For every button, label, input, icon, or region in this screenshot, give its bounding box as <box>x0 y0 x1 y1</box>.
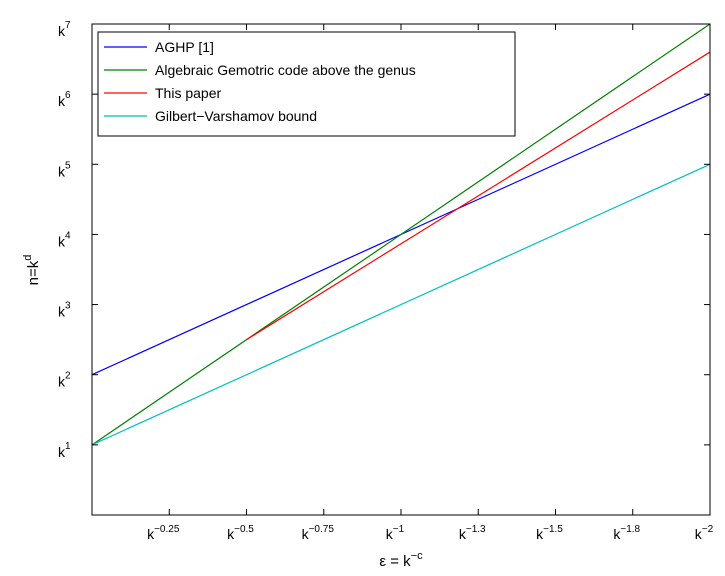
x-tick-label-base-1: k <box>227 526 235 542</box>
legend-label-0: AGHP [1] <box>155 39 214 55</box>
y-tick-label-3: k4 <box>58 230 71 249</box>
x-tick-label-7: k−2 <box>695 524 714 542</box>
y-tick-label-exp-3: 4 <box>65 230 71 241</box>
x-axis-title-base: ε = k <box>379 553 411 570</box>
legend-label-2: This paper <box>155 85 221 101</box>
y-tick-label-base-6: k <box>58 23 66 39</box>
y-tick-label-base-0: k <box>58 444 66 460</box>
x-tick-label-exp-2: −0.75 <box>309 524 335 535</box>
x-tick-label-exp-0: −0.25 <box>154 524 180 535</box>
y-tick-label-0: k1 <box>58 441 71 460</box>
y-tick-label-exp-6: 7 <box>65 20 71 31</box>
series-line-3 <box>91 163 711 446</box>
x-tick-label-0: k−0.25 <box>147 524 180 542</box>
x-tick-label-exp-7: −2 <box>702 524 714 535</box>
x-tick-label-base-7: k <box>695 526 703 542</box>
y-tick-label-exp-4: 5 <box>65 160 71 171</box>
x-tick-label-6: k−1.8 <box>613 524 640 542</box>
y-tick-label-base-3: k <box>58 233 66 249</box>
y-tick-label-exp-5: 6 <box>65 90 71 101</box>
x-tick-label-2: k−0.75 <box>302 524 335 542</box>
legend-box <box>97 31 516 137</box>
x-tick-label-exp-6: −1.8 <box>620 524 640 535</box>
x-tick-label-exp-5: −1.5 <box>543 524 563 535</box>
y-axis-title: n=kd <box>22 255 42 286</box>
y-tick-label-base-5: k <box>58 93 66 109</box>
x-tick-label-base-6: k <box>613 526 621 542</box>
x-tick-label-exp-3: −1 <box>393 524 405 535</box>
y-tick-label-5: k6 <box>58 90 71 109</box>
y-tick-label-4: k5 <box>58 160 71 179</box>
y-tick-label-base-1: k <box>58 374 66 390</box>
x-tick-label-base-4: k <box>459 526 467 542</box>
x-tick-label-base-2: k <box>302 526 310 542</box>
series-line-1 <box>91 23 711 446</box>
series-layer <box>91 23 711 446</box>
y-tick-label-exp-2: 3 <box>65 301 71 312</box>
x-tick-label-exp-4: −1.3 <box>466 524 486 535</box>
x-axis-title-exp: −c <box>411 550 423 562</box>
x-tick-label-base-5: k <box>536 526 544 542</box>
x-tick-label-5: k−1.5 <box>536 524 563 542</box>
legend: AGHP [1] Algebraic Gemotric code above th… <box>97 31 516 137</box>
x-axis-title: ε = k−c <box>379 550 423 570</box>
y-tick-label-exp-1: 2 <box>65 371 71 382</box>
legend-label-3: Gilbert−Varshamov bound <box>155 108 317 124</box>
x-axis-ticks: k−0.25 k−0.5 k−0.75 k−1 k−1.3 k−1.5 k−1.8 k−2 <box>147 24 714 542</box>
x-tick-label-4: k−1.3 <box>459 524 486 542</box>
y-tick-label-base-2: k <box>58 304 66 320</box>
x-tick-label-1: k−0.5 <box>227 524 254 542</box>
x-tick-label-base-3: k <box>386 526 394 542</box>
x-tick-label-3: k−1 <box>386 524 405 542</box>
legend-label-1: Algebraic Gemotric code above the genus <box>155 62 416 78</box>
y-tick-label-6: k7 <box>58 20 71 39</box>
series-line-2 <box>246 51 711 341</box>
y-tick-label-base-4: k <box>58 163 66 179</box>
y-tick-label-1: k2 <box>58 371 71 390</box>
y-tick-label-exp-0: 1 <box>65 441 71 452</box>
x-tick-label-base-0: k <box>147 526 155 542</box>
y-tick-label-2: k3 <box>58 301 71 320</box>
x-tick-label-exp-1: −0.5 <box>234 524 254 535</box>
y-axis-title-exp: d <box>22 255 34 261</box>
y-axis-title-base: n=k <box>25 260 42 285</box>
